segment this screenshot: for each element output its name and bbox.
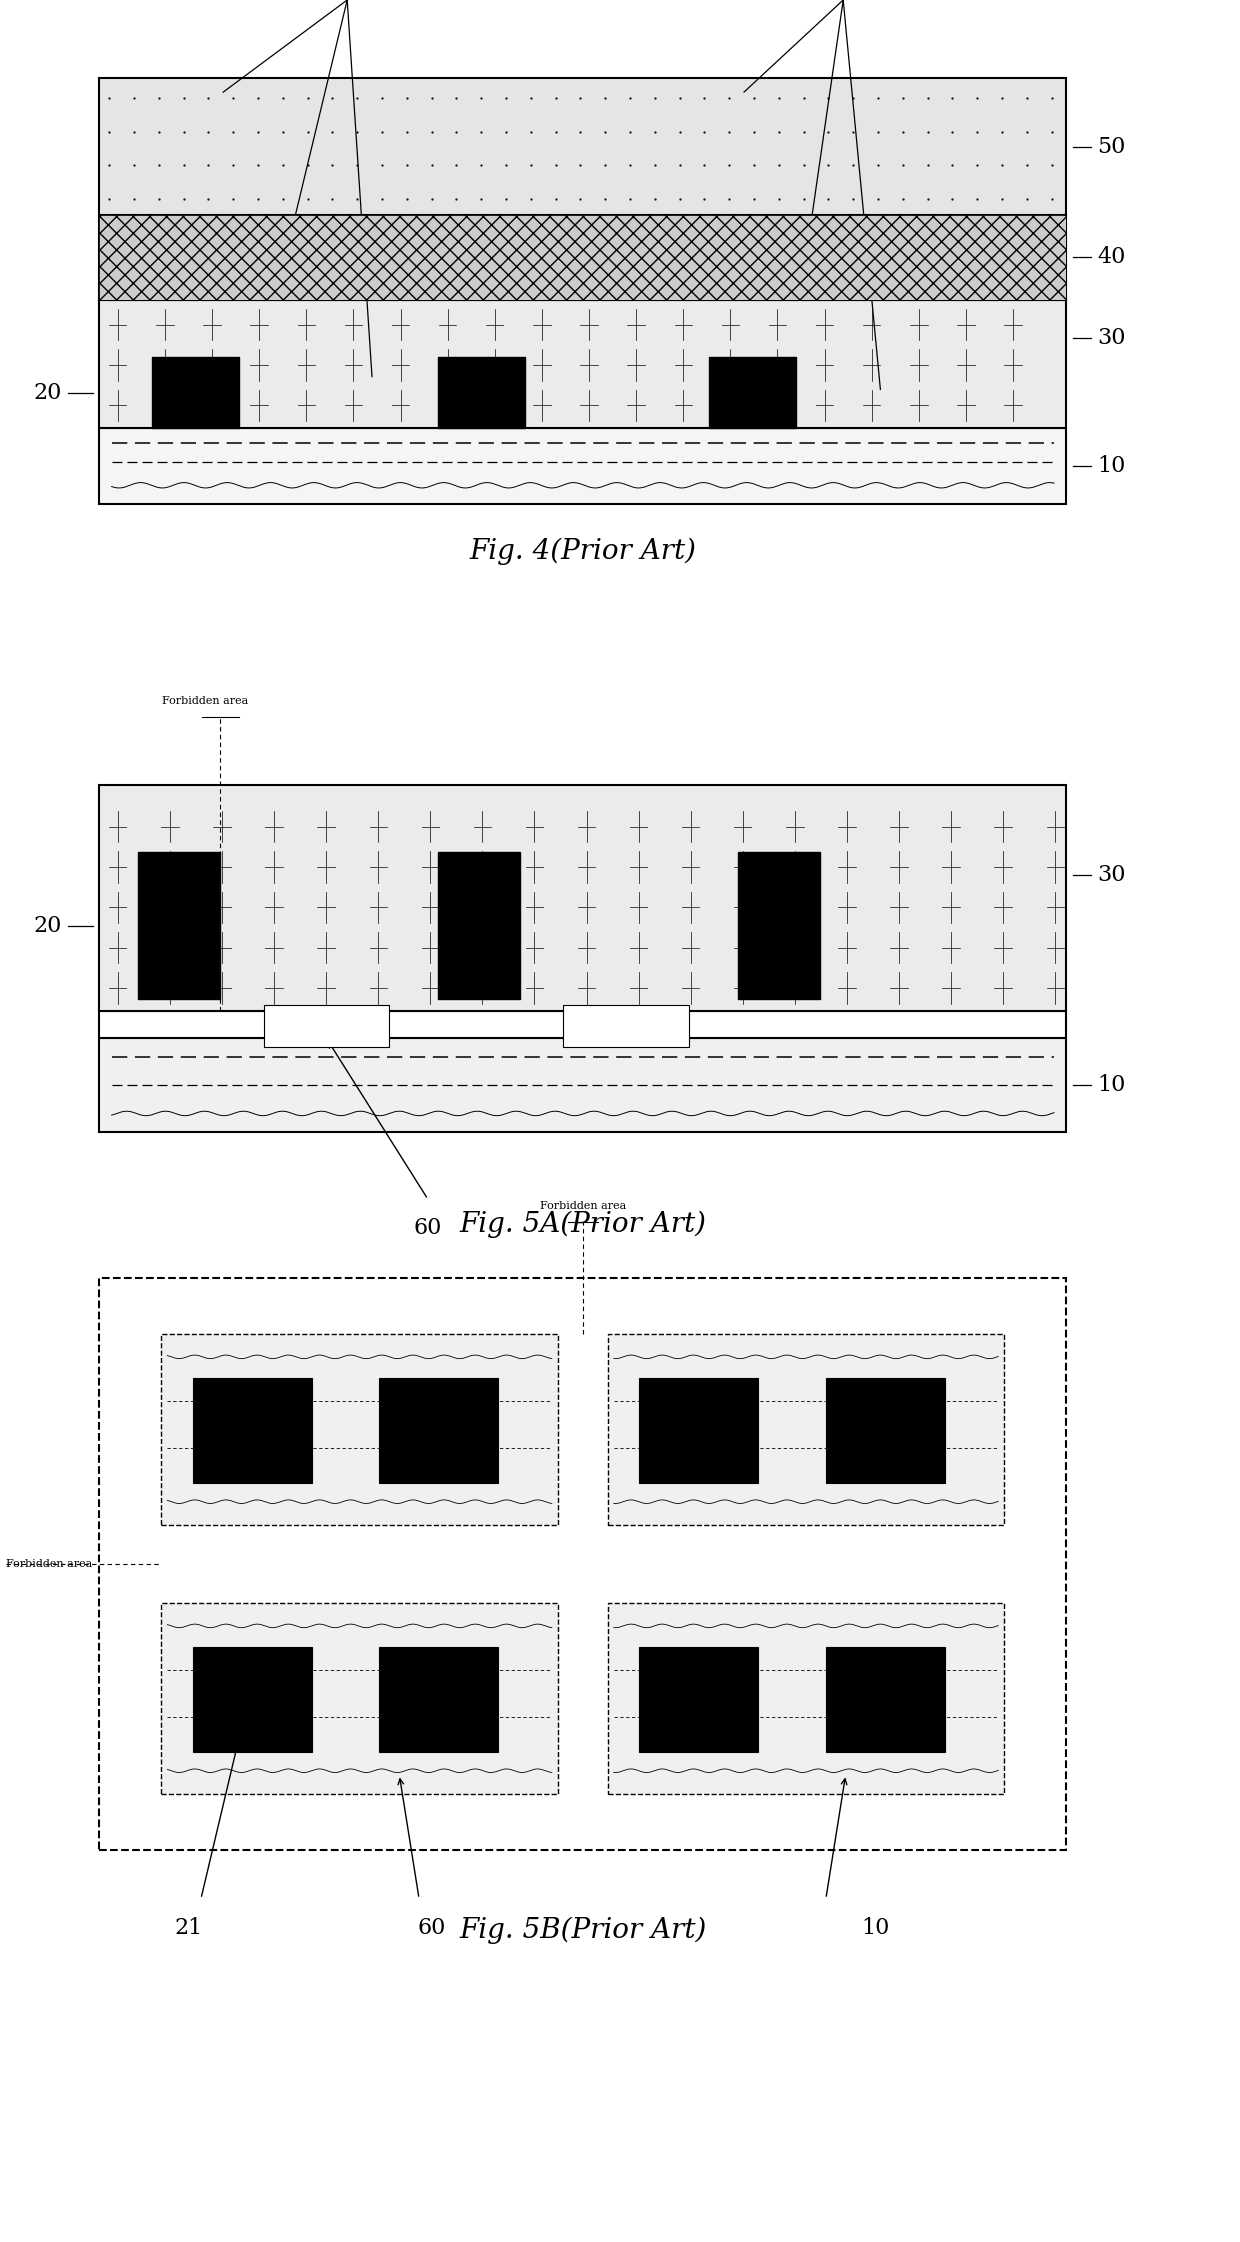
- Bar: [99, 428, 1066, 504]
- Bar: [608, 1334, 1004, 1525]
- Text: 50: 50: [1097, 135, 1126, 157]
- Text: Forbidden area: Forbidden area: [539, 1202, 626, 1211]
- Bar: [264, 1004, 389, 1047]
- Bar: [738, 852, 820, 1000]
- Bar: [193, 1648, 312, 1751]
- Bar: [640, 1379, 759, 1482]
- Bar: [153, 356, 239, 428]
- Bar: [826, 1648, 945, 1751]
- Bar: [99, 78, 1066, 215]
- Bar: [563, 1004, 689, 1047]
- Text: 20: 20: [33, 381, 62, 404]
- Text: Fig. 4(Prior Art): Fig. 4(Prior Art): [469, 538, 697, 565]
- Bar: [99, 215, 1066, 300]
- Text: Fig. 5B(Prior Art): Fig. 5B(Prior Art): [459, 1917, 707, 1944]
- Bar: [193, 1379, 312, 1482]
- Bar: [379, 1648, 498, 1751]
- Text: 10: 10: [1097, 455, 1126, 478]
- Text: 21: 21: [175, 1917, 202, 1939]
- Bar: [708, 356, 796, 428]
- Bar: [138, 852, 221, 1000]
- Text: 30: 30: [1097, 863, 1126, 886]
- Bar: [161, 1334, 558, 1525]
- Bar: [99, 785, 1066, 1011]
- Bar: [608, 1603, 1004, 1794]
- Bar: [99, 1278, 1066, 1850]
- Text: 20: 20: [33, 915, 62, 937]
- Text: Forbidden area: Forbidden area: [6, 1558, 93, 1569]
- Bar: [640, 1648, 759, 1751]
- Bar: [99, 300, 1066, 428]
- Bar: [379, 1379, 498, 1482]
- Bar: [438, 356, 525, 428]
- Bar: [438, 852, 520, 1000]
- Text: 30: 30: [1097, 327, 1126, 350]
- Bar: [99, 1011, 1066, 1038]
- Text: 60: 60: [414, 1217, 443, 1240]
- Text: 60: 60: [418, 1917, 445, 1939]
- Text: 10: 10: [1097, 1074, 1126, 1096]
- Bar: [99, 1038, 1066, 1132]
- Bar: [161, 1603, 558, 1794]
- Text: Fig. 5A(Prior Art): Fig. 5A(Prior Art): [459, 1211, 707, 1238]
- Text: Forbidden area: Forbidden area: [162, 697, 248, 706]
- Text: 10: 10: [862, 1917, 889, 1939]
- Text: 40: 40: [1097, 247, 1126, 269]
- Bar: [826, 1379, 945, 1482]
